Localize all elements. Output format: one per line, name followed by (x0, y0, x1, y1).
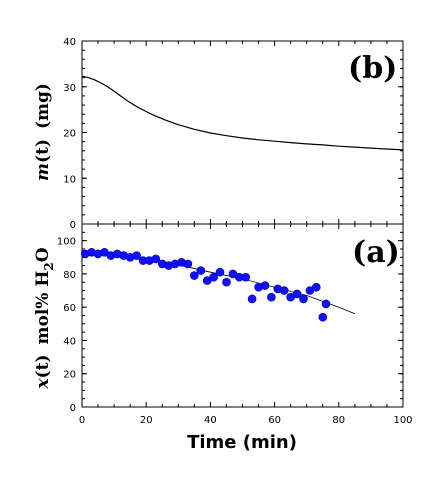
data-point (321, 299, 331, 309)
panel-a-ylabel: x(t)mol% H2O (33, 247, 56, 389)
data-point (196, 266, 206, 275)
data-point (247, 294, 257, 304)
panel-a-ytick-label: 20 (63, 370, 76, 381)
data-point (267, 292, 276, 302)
panel-a-xtick-label: 100 (393, 415, 412, 426)
panel-b: 0 10 20 30 40 (b) m(t)(mg) (33, 37, 404, 231)
panel-b-letter: (b) (348, 51, 397, 86)
panel-a: 0 20 40 60 80 100 0 20 40 60 80 100 (a) x(t)mol% H2… (33, 223, 413, 453)
panel-a-xtick-label: 60 (268, 415, 281, 426)
panel-b-ytick-label: 20 (63, 129, 76, 140)
panel-a-ytick-label: 40 (63, 336, 76, 347)
data-point (151, 254, 161, 264)
panel-b-mass-curve (81, 75, 404, 151)
data-point (222, 277, 231, 287)
data-point (311, 282, 321, 292)
data-point (299, 294, 308, 304)
data-point (292, 289, 302, 299)
panel-b-ytick-label: 30 (63, 83, 76, 94)
data-point (318, 312, 328, 322)
panel-a-ticks: 0 20 40 60 80 100 0 20 40 60 80 100 (57, 223, 413, 426)
panel-a-xtick-label: 0 (79, 415, 85, 426)
panel-b-ytick-label: 10 (63, 174, 76, 185)
panel-a-ytick-label: 100 (57, 237, 76, 248)
panel-b-ytick-label: 40 (63, 37, 76, 48)
panel-a-ytick-label: 80 (63, 270, 76, 281)
panel-a-letter: (a) (352, 235, 400, 270)
x-axis-label: Time (min) (187, 432, 297, 453)
panel-a-xtick-label: 20 (140, 415, 153, 426)
data-point (132, 251, 141, 260)
panel-b-ytick-label: 0 (70, 220, 76, 231)
data-point (241, 272, 250, 282)
data-point (190, 271, 199, 280)
panel-a-fit-line (81, 250, 355, 315)
data-point (260, 281, 270, 290)
data-point (183, 259, 193, 269)
panel-a-ytick-label: 0 (70, 403, 76, 414)
panel-a-ytick-label: 60 (63, 303, 76, 314)
data-point (215, 267, 225, 277)
panel-b-ylabel: m(t)(mg) (33, 83, 53, 181)
panel-a-data-points (80, 248, 331, 322)
panel-a-xtick-label: 40 (204, 415, 217, 426)
panel-a-xtick-label: 80 (332, 415, 345, 426)
data-point (209, 272, 218, 282)
data-point (279, 286, 289, 295)
